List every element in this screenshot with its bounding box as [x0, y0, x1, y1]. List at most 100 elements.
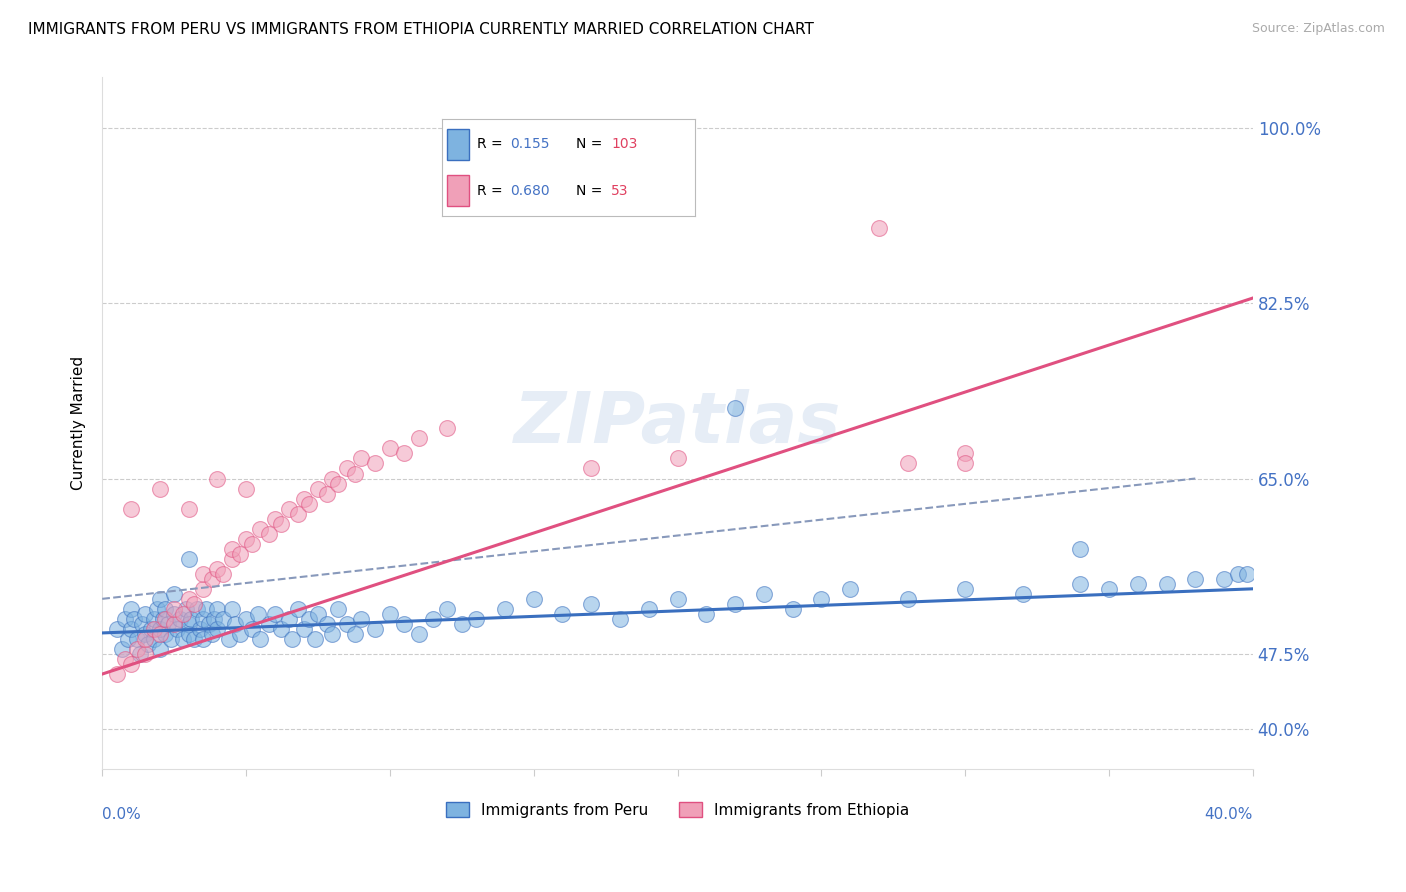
- Point: [149, 622, 172, 636]
- Point: [408, 627, 430, 641]
- Point: [120, 622, 142, 636]
- Point: [125, 632, 148, 646]
- Point: [188, 622, 211, 636]
- Point: [177, 591, 200, 606]
- Point: [117, 632, 139, 646]
- Point: [122, 612, 145, 626]
- Point: [839, 582, 862, 596]
- Point: [191, 582, 214, 596]
- Point: [551, 607, 574, 621]
- Point: [1227, 566, 1250, 581]
- Point: [321, 627, 343, 641]
- Point: [782, 602, 804, 616]
- Point: [212, 612, 235, 626]
- Point: [221, 541, 243, 556]
- Point: [149, 627, 172, 641]
- Point: [344, 467, 367, 481]
- Point: [202, 612, 225, 626]
- Point: [494, 602, 516, 616]
- Point: [752, 587, 775, 601]
- Text: 40.0%: 40.0%: [1205, 807, 1253, 822]
- Legend: Immigrants from Peru, Immigrants from Ethiopia: Immigrants from Peru, Immigrants from Et…: [440, 796, 915, 824]
- Point: [197, 616, 219, 631]
- Point: [155, 612, 177, 626]
- Point: [191, 632, 214, 646]
- Point: [207, 471, 229, 485]
- Point: [120, 602, 142, 616]
- Point: [172, 607, 194, 621]
- Point: [246, 607, 269, 621]
- Point: [172, 632, 194, 646]
- Point: [307, 607, 329, 621]
- Point: [200, 572, 222, 586]
- Point: [364, 622, 387, 636]
- Point: [249, 522, 271, 536]
- Point: [183, 597, 205, 611]
- Point: [695, 607, 717, 621]
- Point: [257, 526, 280, 541]
- Point: [666, 451, 689, 466]
- Point: [149, 642, 172, 657]
- Point: [408, 431, 430, 445]
- Point: [315, 616, 337, 631]
- Text: 0.0%: 0.0%: [103, 807, 141, 822]
- Point: [257, 616, 280, 631]
- Point: [1011, 587, 1033, 601]
- Point: [1213, 572, 1236, 586]
- Point: [344, 627, 367, 641]
- Point: [523, 591, 546, 606]
- Point: [292, 622, 315, 636]
- Point: [298, 497, 321, 511]
- Point: [224, 616, 246, 631]
- Point: [136, 637, 159, 651]
- Point: [609, 612, 631, 626]
- Point: [186, 602, 208, 616]
- Point: [637, 602, 659, 616]
- Point: [436, 602, 458, 616]
- Point: [134, 627, 156, 641]
- Point: [143, 612, 166, 626]
- Point: [270, 516, 292, 531]
- Point: [235, 612, 257, 626]
- Point: [281, 632, 304, 646]
- Point: [139, 622, 162, 636]
- Point: [326, 602, 349, 616]
- Point: [177, 616, 200, 631]
- Point: [111, 642, 134, 657]
- Point: [292, 491, 315, 506]
- Point: [160, 632, 183, 646]
- Point: [1069, 541, 1091, 556]
- Point: [212, 566, 235, 581]
- Point: [229, 547, 252, 561]
- Point: [191, 612, 214, 626]
- Point: [105, 667, 128, 681]
- Point: [166, 622, 188, 636]
- Point: [378, 442, 401, 456]
- Point: [152, 612, 174, 626]
- Point: [120, 501, 142, 516]
- Point: [149, 482, 172, 496]
- Point: [422, 612, 444, 626]
- Point: [149, 591, 172, 606]
- Point: [263, 511, 285, 525]
- Point: [240, 622, 263, 636]
- Point: [666, 591, 689, 606]
- Point: [336, 616, 359, 631]
- Point: [229, 627, 252, 641]
- Point: [207, 622, 229, 636]
- Point: [134, 647, 156, 661]
- Point: [134, 632, 156, 646]
- Point: [897, 591, 920, 606]
- Point: [114, 652, 136, 666]
- Point: [143, 622, 166, 636]
- Point: [304, 632, 326, 646]
- Point: [724, 597, 747, 611]
- Point: [120, 657, 142, 671]
- Point: [287, 602, 309, 616]
- Point: [364, 457, 387, 471]
- Point: [207, 602, 229, 616]
- Point: [240, 537, 263, 551]
- Point: [1184, 572, 1206, 586]
- Point: [953, 457, 976, 471]
- Point: [191, 566, 214, 581]
